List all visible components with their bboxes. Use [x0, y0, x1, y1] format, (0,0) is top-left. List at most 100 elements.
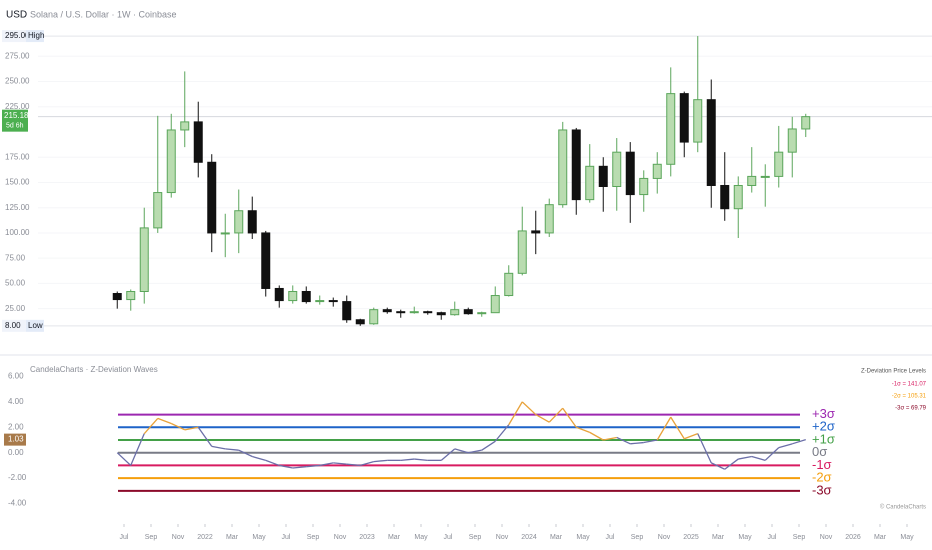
- candle-body: [234, 210, 244, 234]
- candle-body: [720, 184, 730, 210]
- candle-body: [531, 230, 541, 234]
- chart-title: Solana / U.S. Dollar · 1W · Coinbase: [30, 9, 177, 19]
- candle-body: [261, 232, 271, 289]
- candle-body: [760, 175, 770, 178]
- candle-body: [382, 309, 392, 313]
- x-tick-label: May: [414, 534, 428, 541]
- wave-segment: [670, 416, 685, 440]
- x-tick-label: Nov: [820, 534, 833, 541]
- candle-body: [517, 230, 527, 274]
- candle-body: [328, 300, 338, 303]
- x-tick-label: May: [252, 534, 266, 541]
- x-tick-label: Mar: [874, 534, 887, 541]
- y-tick-label: 225.00: [5, 102, 30, 111]
- x-tick-label: May: [738, 534, 752, 541]
- x-tick-label: Jul: [282, 534, 291, 541]
- wave-segment: [751, 455, 766, 461]
- x-tick-label: 2026: [845, 534, 861, 541]
- wave-segment: [738, 455, 752, 460]
- wave-segment: [603, 436, 617, 441]
- candle-body: [490, 295, 500, 314]
- candle-body: [139, 227, 149, 292]
- candle-body: [652, 163, 662, 179]
- wave-segment: [170, 422, 186, 431]
- candle-body: [463, 309, 473, 315]
- candle-body: [112, 293, 122, 301]
- credit: © CandelaCharts: [880, 504, 926, 511]
- wave-segment: [306, 464, 320, 468]
- marker-label: 295.00: [5, 31, 30, 40]
- wave-segment: [764, 447, 780, 461]
- y-tick-label: 50.00: [5, 279, 26, 288]
- candle-body: [409, 311, 419, 314]
- wave-segment: [400, 458, 415, 461]
- legend-title: Z-Deviation Price Levels: [861, 369, 926, 375]
- candle-body: [247, 210, 257, 234]
- x-tick-label: Sep: [631, 534, 644, 541]
- candle-body: [666, 93, 676, 165]
- wave-segment: [656, 416, 672, 441]
- candle-body: [558, 129, 568, 206]
- wave-segment: [319, 462, 334, 467]
- level-label: +2σ: [812, 419, 835, 434]
- candle-body: [126, 290, 136, 301]
- wave-segment: [143, 417, 159, 435]
- wave-segment: [792, 438, 806, 445]
- x-tick-label: Nov: [334, 534, 347, 541]
- x-tick-label: Mar: [226, 534, 239, 541]
- wave-segment: [778, 443, 793, 449]
- candle-body: [180, 121, 190, 131]
- wave-segment: [697, 433, 712, 464]
- wave-segment: [643, 439, 658, 444]
- x-tick-label: 2025: [683, 534, 699, 541]
- wave-segment: [292, 466, 307, 469]
- y-tick-label: 150.00: [5, 178, 30, 187]
- candle-body: [504, 272, 514, 297]
- wave-segment: [225, 448, 239, 451]
- candle-body: [288, 290, 298, 302]
- candle-body: [423, 311, 433, 314]
- x-tick-label: May: [900, 534, 914, 541]
- candle-body: [787, 128, 797, 153]
- wave-segment: [454, 448, 469, 454]
- x-tick-label: Sep: [145, 534, 158, 541]
- currency: USD: [6, 10, 27, 21]
- level-label: -3σ: [812, 482, 832, 497]
- x-tick-label: Jul: [444, 534, 453, 541]
- marker-box: [2, 30, 26, 43]
- wave-segment: [346, 463, 361, 467]
- wave-segment: [494, 424, 510, 442]
- x-tick-label: Mar: [388, 534, 401, 541]
- x-tick-label: 2023: [359, 534, 375, 541]
- wave-segment: [589, 431, 604, 441]
- candle-body: [544, 204, 554, 234]
- wave-segment: [535, 414, 550, 423]
- candle-body: [585, 165, 595, 201]
- indicator-title: CandelaCharts · Z-Deviation Waves: [30, 365, 158, 374]
- candle-body: [396, 311, 406, 314]
- marker-tag-box: [26, 30, 44, 43]
- wave-segment: [508, 401, 523, 426]
- x-tick-label: Sep: [469, 534, 482, 541]
- wave-segment: [197, 426, 213, 447]
- x-tick-label: Nov: [658, 534, 671, 541]
- level-label: +3σ: [812, 406, 835, 421]
- y-tick-label: 275.00: [5, 51, 30, 60]
- y-tick-label: 0.00: [8, 448, 24, 457]
- candle-body: [639, 177, 649, 196]
- last-value-label: 1.03: [8, 435, 24, 444]
- wave-segment: [184, 426, 199, 431]
- wave-segment: [724, 458, 739, 470]
- legend-entry: -3σ = 69.79: [895, 406, 927, 412]
- countdown: 5d 6h: [6, 123, 24, 130]
- x-tick-label: 2022: [197, 534, 213, 541]
- wave-segment: [116, 452, 132, 466]
- candle-body: [679, 93, 689, 143]
- y-tick-label: 25.00: [5, 304, 26, 313]
- level-label: -1σ: [812, 457, 832, 472]
- level-label: +1σ: [812, 431, 835, 446]
- candle-body: [612, 151, 622, 187]
- marker-box: [2, 319, 26, 332]
- marker-tag-box: [26, 319, 44, 332]
